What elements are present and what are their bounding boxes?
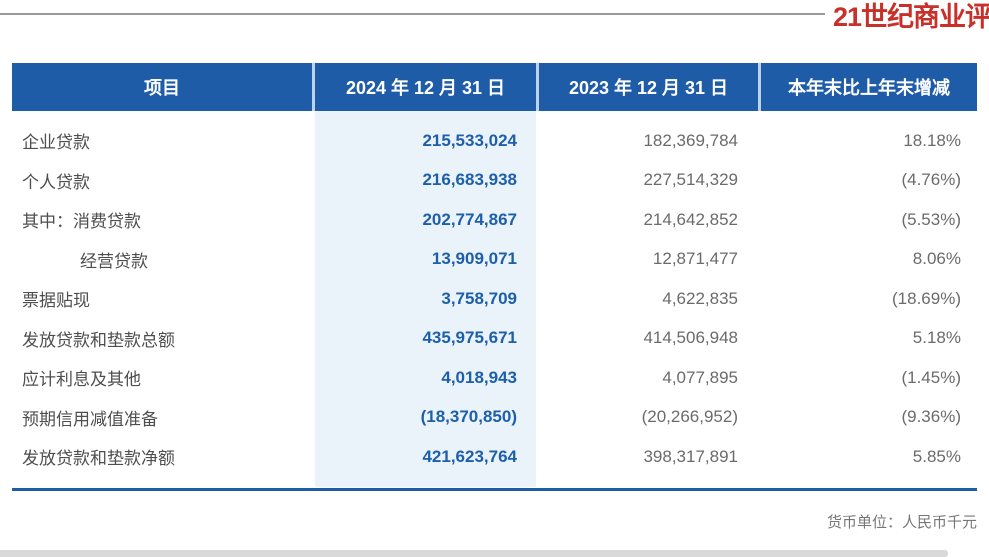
table-row: 其中：消费贷款 202,774,867 214,642,852 (5.53%) <box>12 200 977 240</box>
row-change: (5.53%) <box>901 209 961 229</box>
table-header-row: 项目 2024 年 12 月 31 日 2023 年 12 月 31 日 本年末… <box>12 63 977 111</box>
row-label: 企业贷款 <box>22 133 90 153</box>
row-value-2023: (20,266,952) <box>641 407 738 427</box>
row-change: (18.69%) <box>892 288 961 308</box>
row-change: (1.45%) <box>901 367 961 387</box>
row-change: (9.36%) <box>901 407 961 427</box>
loans-table: 项目 2024 年 12 月 31 日 2023 年 12 月 31 日 本年末… <box>12 63 977 487</box>
row-value-2023: 4,077,895 <box>662 367 738 387</box>
row-value-2024: 216,683,938 <box>422 170 517 190</box>
highlighted-2024-column-background <box>315 111 536 487</box>
table-row: 预期信用减值准备 (18,370,850) (20,266,952) (9.36… <box>12 398 977 438</box>
row-value-2024: 4,018,943 <box>441 367 517 387</box>
table-row: 发放贷款和垫款总额 435,975,671 414,506,948 5.18% <box>12 319 977 359</box>
row-label: 发放贷款和垫款总额 <box>22 330 175 350</box>
row-value-2024: 13,909,071 <box>431 249 517 269</box>
column-header-item: 项目 <box>144 78 180 98</box>
row-value-2023: 227,514,329 <box>643 170 738 190</box>
table-row: 应计利息及其他 4,018,943 4,077,895 (1.45%) <box>12 358 977 398</box>
currency-unit-note: 货币单位：人民币千元 <box>826 514 977 531</box>
row-label: 预期信用减值准备 <box>22 409 158 429</box>
row-label: 发放贷款和垫款净额 <box>22 449 175 469</box>
table-body: 企业贷款 215,533,024 182,369,784 18.18% 个人贷款… <box>12 111 977 487</box>
row-value-2024: (18,370,850) <box>420 407 517 427</box>
row-value-2024: 215,533,024 <box>422 130 517 150</box>
row-label: 经营贷款 <box>80 251 148 271</box>
column-header-change: 本年末比上年末增减 <box>758 63 977 111</box>
table-row: 票据贴现 3,758,709 4,622,835 (18.69%) <box>12 279 977 319</box>
row-value-2023: 182,369,784 <box>643 130 738 150</box>
table-row: 经营贷款 13,909,071 12,871,477 8.06% <box>12 240 977 280</box>
bottom-gray-bar <box>0 550 948 557</box>
row-value-2023: 398,317,891 <box>643 446 738 466</box>
table-row: 个人贷款 216,683,938 227,514,329 (4.76%) <box>12 161 977 201</box>
column-header-2023: 2023 年 12 月 31 日 <box>536 63 758 111</box>
row-value-2023: 12,871,477 <box>652 249 738 269</box>
table-row: 企业贷款 215,533,024 182,369,784 18.18% <box>12 121 977 161</box>
row-value-2024: 3,758,709 <box>441 288 517 308</box>
row-value-2023: 214,642,852 <box>643 209 738 229</box>
row-value-2023: 4,622,835 <box>662 288 738 308</box>
row-label: 应计利息及其他 <box>22 370 141 390</box>
row-change: 5.85% <box>912 446 961 466</box>
row-change: (4.76%) <box>901 170 961 190</box>
table-row: 发放贷款和垫款净额 421,623,764 398,317,891 5.85% <box>12 437 977 477</box>
row-value-2024: 421,623,764 <box>422 446 517 466</box>
row-label: 其中：消费贷款 <box>22 212 141 232</box>
row-change: 8.06% <box>912 249 961 269</box>
column-header-2024: 2024 年 12 月 31 日 <box>312 63 536 111</box>
publication-logo: 21世纪商业评论 <box>833 2 989 32</box>
table-bottom-border <box>12 488 977 491</box>
row-value-2024: 435,975,671 <box>422 328 517 348</box>
row-value-2024: 202,774,867 <box>422 209 517 229</box>
row-label: 票据贴现 <box>22 291 90 311</box>
row-change: 18.18% <box>903 130 961 150</box>
row-label: 个人贷款 <box>22 172 90 192</box>
header-divider-line <box>0 13 825 15</box>
row-change: 5.18% <box>912 328 961 348</box>
row-value-2023: 414,506,948 <box>643 328 738 348</box>
